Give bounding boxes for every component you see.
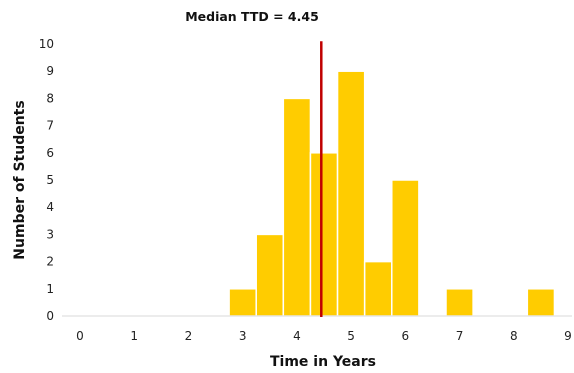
y-tick-label: 6 [46,146,54,160]
x-tick-label: 2 [185,329,193,343]
histogram-bar-6 [391,179,420,317]
y-tick-label: 2 [46,255,54,269]
chart-title: Median TTD = 4.45 [185,9,319,24]
histogram-bar-2 [282,97,312,317]
histogram-bar-7 [445,288,474,317]
x-tick-label: 7 [456,329,464,343]
histogram-bar-0 [228,288,257,317]
histogram-bar-1 [255,233,285,317]
y-tick-label: 3 [46,227,54,241]
y-tick-label: 4 [46,200,54,214]
histogram-bar-3 [309,152,339,317]
x-tick-label: 0 [76,329,84,343]
y-tick-label: 10 [39,37,54,51]
y-tick-label: 5 [46,173,54,187]
y-tick-label: 8 [46,91,54,105]
x-tick-label: 6 [402,329,410,343]
y-axis-title: Number of Students [12,100,28,259]
x-tick-label: 4 [293,329,301,343]
x-tick-label: 5 [347,329,355,343]
x-tick-labels: 0 1 2 3 4 5 6 7 8 9 [76,329,572,343]
histogram-bars [228,70,556,317]
x-tick-label: 1 [130,329,138,343]
histogram-bar-4 [336,70,366,317]
x-tick-label: 3 [239,329,247,343]
y-tick-labels: 0 1 2 3 4 5 6 7 8 9 10 [39,37,54,323]
y-tick-label: 9 [46,64,54,78]
y-tick-label: 7 [46,119,54,133]
histogram-bar-5 [363,260,393,317]
x-tick-label: 9 [564,329,572,343]
histogram-bar-8 [526,288,556,317]
y-tick-label: 1 [46,282,54,296]
x-axis-title: Time in Years [270,354,376,370]
y-tick-label: 0 [46,309,54,323]
x-tick-label: 8 [510,329,518,343]
